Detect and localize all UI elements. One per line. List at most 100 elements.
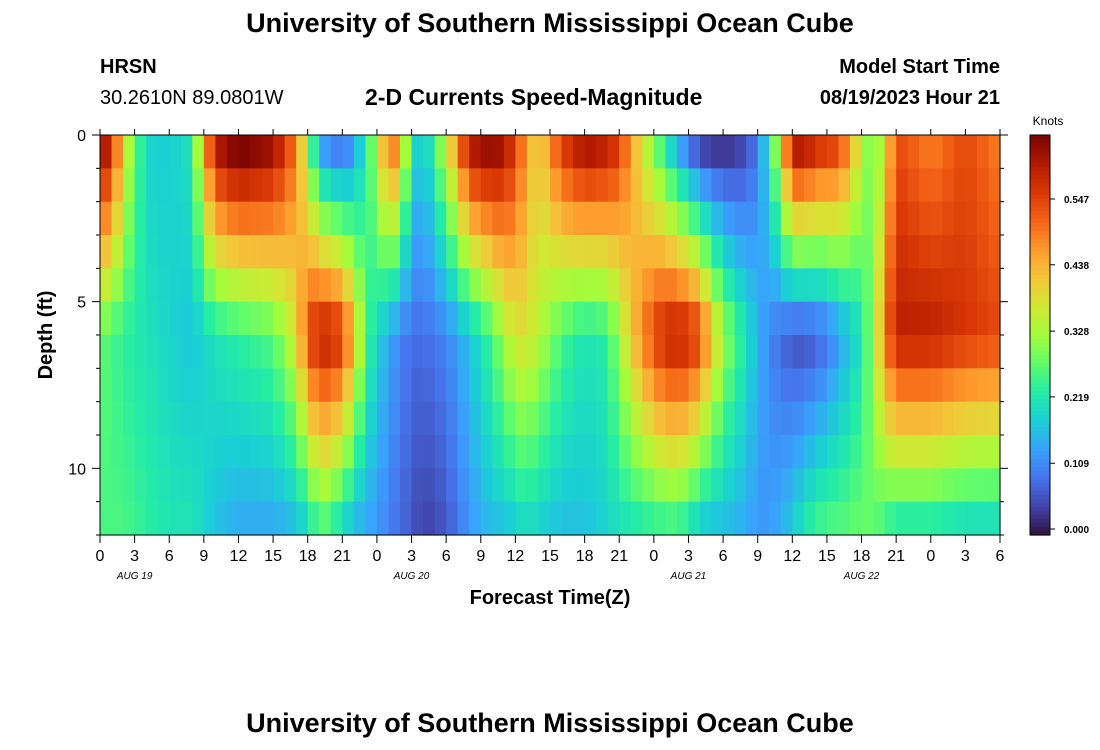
heat-cell bbox=[769, 135, 782, 169]
heat-cell bbox=[803, 201, 816, 236]
heat-cell bbox=[561, 368, 574, 403]
heat-cell bbox=[376, 168, 390, 203]
colorbar-step bbox=[1030, 423, 1050, 428]
colorbar-step bbox=[1030, 207, 1050, 212]
heat-cell bbox=[376, 335, 390, 369]
heat-cell bbox=[723, 268, 736, 303]
heat-cell bbox=[388, 201, 401, 236]
heat-cell bbox=[976, 235, 990, 269]
heat-cell bbox=[261, 401, 274, 436]
colorbar-step bbox=[1030, 171, 1050, 176]
heat-cell bbox=[434, 401, 447, 436]
x-axis-date-labels: AUG 19 AUG 20 AUG 21 AUG 22 bbox=[116, 571, 880, 582]
heat-cell bbox=[573, 501, 586, 536]
heat-cell bbox=[226, 501, 240, 536]
heat-cell bbox=[100, 368, 113, 403]
colorbar-frame bbox=[1029, 134, 1051, 536]
heat-cell bbox=[642, 401, 655, 436]
heat-cell bbox=[757, 468, 770, 503]
heat-cell bbox=[584, 501, 597, 536]
heat-cell bbox=[700, 268, 713, 303]
heat-cell bbox=[711, 235, 724, 269]
heat-cell bbox=[203, 201, 216, 236]
heat-cell bbox=[515, 168, 528, 203]
heat-cell bbox=[296, 201, 309, 236]
heat-cell bbox=[342, 268, 355, 303]
colorbar-step bbox=[1030, 503, 1050, 508]
heat-cell bbox=[250, 268, 263, 303]
heat-cell bbox=[250, 501, 263, 536]
heat-cell bbox=[192, 168, 205, 203]
heat-cell bbox=[573, 301, 586, 336]
heat-cell bbox=[619, 435, 632, 469]
heat-cell bbox=[169, 335, 182, 369]
colorbar-step bbox=[1030, 243, 1050, 248]
heat-cell bbox=[930, 268, 943, 303]
heat-cell bbox=[850, 135, 863, 169]
heat-cell bbox=[111, 235, 124, 269]
heat-cell bbox=[688, 368, 701, 403]
colorbar-step bbox=[1030, 391, 1050, 396]
heat-cell bbox=[526, 268, 540, 303]
heat-cell bbox=[250, 335, 263, 369]
heat-cell bbox=[607, 368, 620, 403]
heat-cell bbox=[803, 268, 816, 303]
heat-cell bbox=[146, 235, 159, 269]
heat-cell bbox=[203, 435, 216, 469]
y-axis-ticks bbox=[92, 134, 1008, 536]
heat-cell bbox=[884, 468, 897, 503]
heat-cell bbox=[261, 501, 274, 536]
heat-cell bbox=[307, 301, 320, 336]
heat-cell bbox=[850, 201, 863, 236]
heat-cell bbox=[203, 501, 216, 536]
colorbar-tick-label: 0.219 bbox=[1064, 393, 1089, 404]
heat-cell bbox=[550, 501, 563, 536]
heat-cell bbox=[284, 201, 297, 236]
heat-cell bbox=[734, 368, 747, 403]
heat-cell bbox=[688, 201, 701, 236]
heat-cell bbox=[561, 401, 574, 436]
heat-cell bbox=[988, 301, 1001, 336]
heat-cell bbox=[723, 501, 736, 536]
heat-cell bbox=[757, 135, 770, 169]
heat-cell bbox=[965, 268, 978, 303]
heat-cell bbox=[942, 135, 955, 169]
model-start-value: 08/19/2023 Hour 21 bbox=[819, 87, 1000, 109]
heat-cell bbox=[896, 301, 909, 336]
heat-cell bbox=[215, 435, 228, 469]
heat-cell bbox=[953, 435, 966, 469]
heat-cell bbox=[630, 335, 643, 369]
heat-cell bbox=[250, 301, 263, 336]
heat-cell bbox=[907, 235, 920, 269]
heat-cell bbox=[838, 301, 851, 336]
heat-cell bbox=[400, 368, 413, 403]
colorbar-step bbox=[1030, 427, 1050, 432]
colorbar-step bbox=[1030, 411, 1050, 416]
heat-cell bbox=[757, 201, 770, 236]
heat-cell bbox=[342, 168, 355, 203]
heat-cell bbox=[665, 468, 678, 503]
heat-cell bbox=[780, 235, 793, 269]
heat-cell bbox=[596, 168, 609, 203]
heat-cell bbox=[896, 435, 909, 469]
heat-cell bbox=[503, 301, 516, 336]
heat-cell bbox=[561, 501, 574, 536]
heat-cell bbox=[723, 435, 736, 469]
colorbar-step bbox=[1030, 527, 1050, 532]
colorbar-step bbox=[1030, 235, 1050, 240]
heat-cell bbox=[411, 401, 424, 436]
heat-cell bbox=[711, 301, 724, 336]
heat-cell bbox=[734, 268, 747, 303]
heat-cell bbox=[619, 135, 632, 169]
heat-cell bbox=[850, 235, 863, 269]
colorbar-step bbox=[1030, 367, 1050, 372]
heat-cell bbox=[792, 135, 805, 169]
heat-cell bbox=[607, 135, 620, 169]
heat-cell bbox=[469, 268, 482, 303]
colorbar-step bbox=[1030, 163, 1050, 168]
x-tick-label: 15 bbox=[264, 548, 282, 565]
heat-cell bbox=[930, 135, 943, 169]
heat-cell bbox=[146, 468, 159, 503]
heat-cell bbox=[261, 435, 274, 469]
heat-cell bbox=[711, 468, 724, 503]
